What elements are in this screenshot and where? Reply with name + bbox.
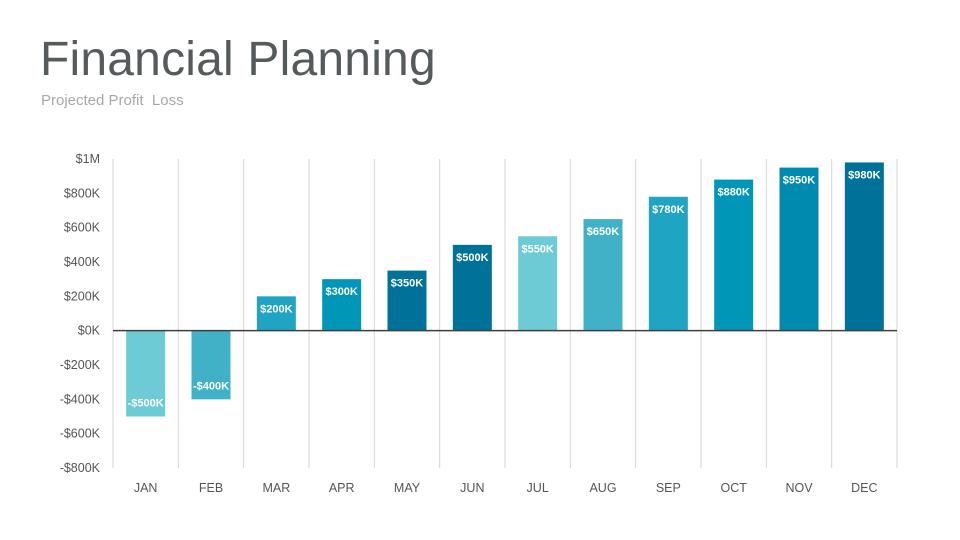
x-tick-label: NOV xyxy=(785,481,813,495)
x-tick-label: FEB xyxy=(199,481,223,495)
bar-nov xyxy=(779,167,819,331)
bar-data-label: $780K xyxy=(652,204,684,216)
x-tick-label: SEP xyxy=(656,481,681,495)
x-tick-label: APR xyxy=(329,481,355,495)
x-tick-label: AUG xyxy=(589,481,616,495)
bar-jun xyxy=(452,244,492,331)
x-tick-label: DEC xyxy=(851,481,877,495)
y-tick-label: -$800K xyxy=(60,461,101,475)
bar-data-label: $550K xyxy=(521,243,553,255)
y-tick-label: $1M xyxy=(76,152,100,166)
bar-data-label: $950K xyxy=(783,175,815,187)
bar-may xyxy=(387,270,427,331)
y-tick-label: $400K xyxy=(64,255,101,269)
bar-oct xyxy=(714,179,754,331)
bar-jan xyxy=(126,330,166,417)
bar-jul xyxy=(518,236,558,331)
y-tick-label: $600K xyxy=(64,221,101,235)
x-tick-label: JUN xyxy=(460,481,484,495)
x-tick-label: JAN xyxy=(134,481,158,495)
bar-data-label: $980K xyxy=(848,169,880,181)
bar-apr xyxy=(322,279,362,331)
y-tick-label: $800K xyxy=(64,186,101,200)
y-tick-label: $0K xyxy=(78,324,101,338)
x-tick-label: MAR xyxy=(262,481,290,495)
page-title: Financial Planning xyxy=(40,33,436,86)
bar-data-label: $500K xyxy=(456,252,488,264)
bar-data-label: $650K xyxy=(587,226,619,238)
y-tick-label: $200K xyxy=(64,289,101,303)
bar-data-label: $200K xyxy=(260,303,292,315)
y-tick-label: -$200K xyxy=(60,358,101,372)
bar-feb xyxy=(191,330,231,400)
bar-sep xyxy=(648,196,688,331)
bar-mar xyxy=(256,296,296,331)
bar-dec xyxy=(844,162,884,331)
bar-data-label: $300K xyxy=(325,286,357,298)
x-tick-label: JUL xyxy=(527,481,549,495)
bar-data-label: -$400K xyxy=(193,380,229,392)
page-subtitle: Projected Profit Loss xyxy=(41,92,184,109)
bar-data-label: $350K xyxy=(391,278,423,290)
bar-data-label: -$500K xyxy=(128,398,164,410)
y-tick-label: -$600K xyxy=(60,427,101,441)
bar-aug xyxy=(583,219,623,331)
x-tick-label: OCT xyxy=(720,481,747,495)
bar-data-label: $880K xyxy=(717,187,749,199)
x-tick-label: MAY xyxy=(394,481,421,495)
y-tick-label: -$400K xyxy=(60,392,101,406)
